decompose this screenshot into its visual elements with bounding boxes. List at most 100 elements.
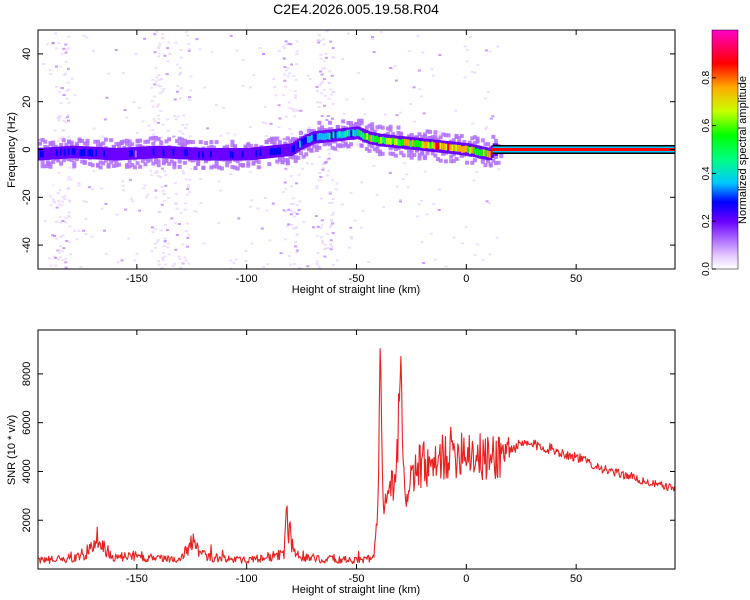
noise-speckle	[372, 51, 376, 54]
ridge-halo	[327, 140, 332, 145]
noise-speckle	[356, 144, 360, 147]
noise-speckle	[165, 73, 169, 76]
noise-speckle	[154, 80, 158, 83]
ridge-halo	[367, 123, 372, 128]
noise-speckle	[199, 202, 203, 205]
noise-speckle	[66, 93, 70, 96]
ridge-halo	[277, 140, 282, 145]
noise-speckle	[73, 94, 77, 97]
ridge-core	[320, 133, 325, 140]
ridge-core	[121, 151, 125, 158]
ridge-core	[380, 136, 384, 144]
noise-speckle	[287, 208, 291, 211]
noise-speckle	[315, 187, 319, 190]
noise-speckle	[176, 115, 180, 118]
noise-speckle	[219, 134, 223, 137]
noise-speckle	[288, 72, 292, 75]
noise-speckle	[51, 184, 55, 187]
noise-speckle	[150, 250, 154, 253]
ridge-halo	[293, 155, 298, 160]
ridge-core	[330, 132, 335, 139]
noise-speckle	[320, 236, 324, 239]
noise-speckle	[52, 61, 56, 64]
noise-speckle	[278, 117, 282, 120]
ridge-halo	[167, 161, 172, 166]
noise-speckle	[331, 211, 335, 214]
ridge-halo	[428, 136, 433, 141]
noise-speckle	[331, 47, 335, 50]
ridge-halo	[320, 125, 325, 130]
noise-speckle	[149, 181, 153, 184]
ridge-halo	[396, 125, 401, 130]
ridge-core	[239, 151, 244, 158]
noise-speckle	[179, 87, 183, 90]
ridge-halo	[349, 142, 354, 147]
noise-speckle	[161, 252, 165, 255]
ridge-halo	[309, 148, 314, 153]
ridge-core	[241, 150, 246, 158]
ridge-halo	[51, 159, 56, 164]
ridge-halo	[288, 154, 293, 159]
noise-speckle	[261, 121, 265, 124]
ridge-halo	[114, 142, 119, 147]
ridge-core	[132, 149, 137, 157]
noise-speckle	[323, 60, 327, 63]
noise-speckle	[54, 85, 58, 88]
noise-speckle	[266, 263, 270, 266]
noise-speckle	[51, 234, 55, 237]
noise-speckle	[64, 60, 68, 63]
noise-speckle	[115, 213, 119, 216]
ridge-halo	[393, 153, 398, 158]
noise-speckle	[151, 231, 155, 234]
noise-speckle	[186, 193, 190, 196]
noise-speckle	[285, 225, 289, 228]
noise-speckle	[315, 185, 319, 188]
ridge-halo	[451, 159, 456, 164]
ridge-core	[202, 151, 206, 159]
ridge-core	[457, 144, 461, 152]
noise-speckle	[317, 105, 321, 108]
ridge-halo	[267, 138, 272, 143]
noise-speckle	[92, 169, 96, 172]
ridge-halo	[465, 160, 470, 165]
noise-speckle	[295, 251, 299, 254]
ridge-core	[381, 136, 386, 144]
noise-speckle	[179, 211, 183, 214]
noise-speckle	[422, 112, 426, 115]
ridge-core	[318, 132, 323, 140]
ridge-halo	[80, 138, 85, 143]
ridge-halo	[167, 137, 172, 142]
noise-speckle	[420, 199, 424, 202]
noise-speckle	[287, 255, 291, 258]
noise-speckle	[177, 255, 181, 258]
ridge-halo	[101, 161, 106, 166]
noise-speckle	[163, 200, 167, 203]
noise-speckle	[57, 171, 61, 174]
noise-speckle	[248, 171, 252, 174]
noise-speckle	[406, 186, 410, 189]
ridge-core	[223, 151, 228, 159]
ridge-halo	[72, 161, 77, 166]
ridge-core	[334, 131, 339, 138]
ridge-halo	[146, 139, 151, 144]
noise-speckle	[155, 171, 159, 174]
noise-speckle	[161, 123, 165, 126]
ridge-core	[97, 149, 101, 157]
ridge-core	[283, 146, 287, 154]
noise-speckle	[51, 42, 55, 45]
noise-speckle	[124, 208, 128, 211]
ridge-core	[49, 150, 54, 158]
noise-speckle	[429, 232, 433, 235]
noise-speckle	[438, 130, 442, 133]
noise-speckle	[494, 105, 498, 108]
ridge-halo	[114, 163, 119, 168]
noise-speckle	[316, 89, 320, 92]
ridge-core	[251, 150, 256, 158]
noise-speckle	[65, 239, 69, 242]
noise-speckle	[359, 226, 363, 229]
noise-speckle	[284, 40, 288, 43]
noise-speckle	[55, 220, 59, 223]
ridge-core	[190, 150, 194, 158]
ridge-core	[75, 149, 80, 156]
noise-speckle	[150, 174, 154, 177]
